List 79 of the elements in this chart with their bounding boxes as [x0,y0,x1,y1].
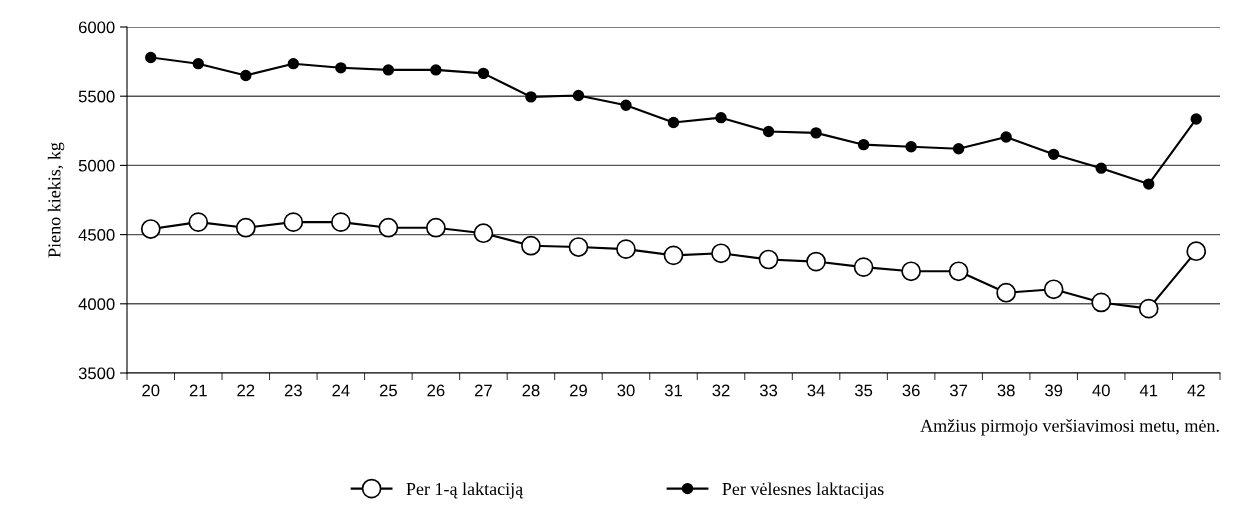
point [663,245,684,266]
point [1000,131,1012,143]
x-axis-title: Amžius pirmojo veršiavimosi metu, mėn. [920,419,1219,436]
point [330,212,351,233]
x-tick-label: 22 [237,384,255,397]
point [426,217,446,238]
x-tick-label: 27 [474,384,492,397]
x-tick-label: 26 [427,384,445,397]
point [806,251,826,272]
point [477,67,490,80]
x-tick-label: 23 [284,384,302,397]
y-tick-label: 4000 [78,298,115,310]
point [667,116,680,129]
y-tick-label: 5000 [78,159,115,172]
point [1138,298,1159,319]
y-axis-title: Pieno kiekis, kg [47,142,65,258]
point [616,239,636,259]
point [715,111,727,124]
x-tick-label: 20 [142,384,160,397]
point [287,57,300,70]
point [145,51,157,64]
point [901,261,921,282]
point [430,64,442,76]
x-tick-label: 37 [950,384,968,397]
point [525,91,537,103]
x-tick-label: 30 [617,384,635,397]
point [335,62,347,74]
point [1186,241,1207,262]
point [521,235,541,256]
point [810,127,822,139]
x-tick-label: 34 [807,384,825,397]
x-tick-label: 32 [712,384,730,397]
point [283,212,304,233]
legend-label: Per 1-ą laktaciją [406,482,524,499]
x-tick-label: 25 [379,384,397,397]
point [1095,162,1107,174]
point [620,99,632,111]
x-tick-label: 35 [854,384,873,397]
point [1190,113,1202,125]
point [762,125,775,138]
point [235,217,256,238]
point [952,143,965,155]
point [1043,279,1064,300]
x-tick-label: 42 [1187,384,1205,397]
point [758,249,779,270]
point [188,212,209,233]
y-tick-label: 5500 [78,90,115,103]
point [1143,178,1155,190]
x-tick-label: 40 [1092,384,1110,397]
x-tick-label: 41 [1139,384,1158,397]
x-tick-label: 38 [997,384,1015,397]
point [1091,292,1112,313]
x-tick-label: 24 [332,384,350,397]
point [240,69,252,82]
x-tick-label: 21 [189,384,207,397]
y-tick-label: 6000 [78,21,115,34]
point [568,237,589,257]
point [948,261,969,282]
y-tick-label: 3500 [78,367,115,380]
point [378,217,399,238]
point [905,141,917,153]
point [473,223,494,244]
x-tick-label: 29 [570,384,587,397]
point [572,89,585,102]
point [853,257,874,277]
x-tick-label: 28 [522,384,540,397]
x-tick-label: 33 [759,384,778,397]
point [996,282,1017,303]
legend-label: Per vėlesnes laktacijas [722,482,884,499]
point [857,138,870,151]
x-tick-label: 36 [902,384,920,397]
y-tick-label: 4500 [78,229,115,241]
point [140,219,161,239]
point [192,57,204,70]
point [711,243,731,264]
point [1047,148,1060,161]
x-tick-label: 39 [1045,384,1063,397]
point [382,64,395,76]
x-tick-label: 31 [664,384,682,397]
